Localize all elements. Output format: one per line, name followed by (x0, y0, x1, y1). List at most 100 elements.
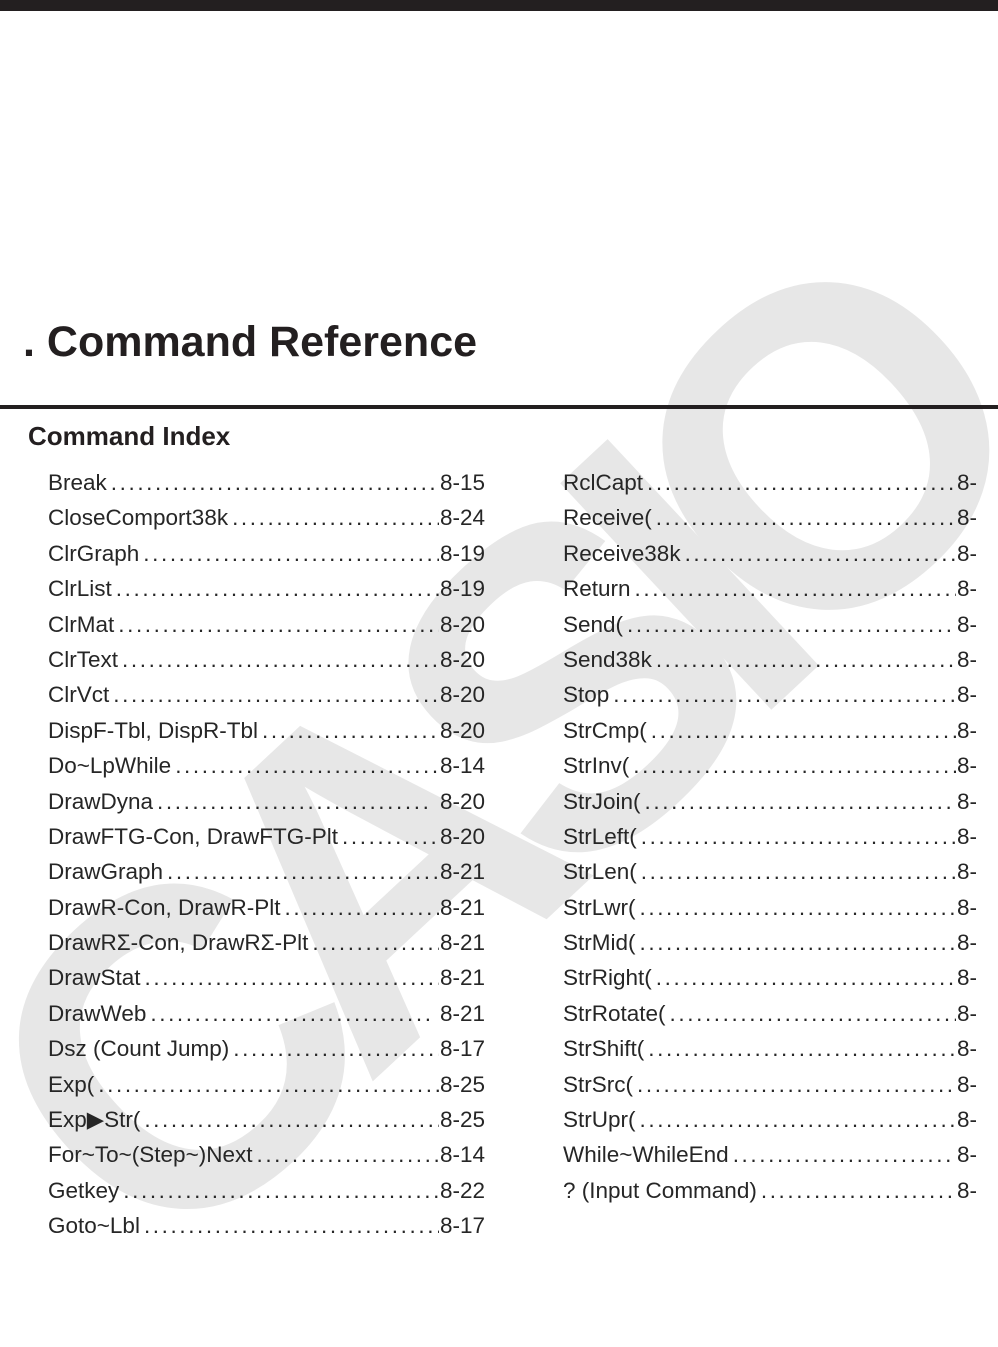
page-number: 8-20 (439, 823, 485, 849)
command-name: Send38k (563, 646, 652, 672)
command-name: Getkey (48, 1177, 120, 1203)
index-entry-row: StrRotate(8- (563, 996, 977, 1031)
page-number: 8- (956, 717, 977, 743)
page-number: 8- (956, 576, 977, 602)
page-title: . Command Reference (23, 318, 478, 366)
index-entry-row: DrawRΣ-Con, DrawRΣ-Plt 8-21 (48, 925, 485, 960)
dot-leader (232, 500, 439, 535)
dot-leader (113, 677, 439, 712)
dot-leader (761, 1173, 956, 1208)
index-entry-row: StrJoin(8- (563, 784, 977, 819)
index-entry-row: Receive(8- (563, 500, 977, 535)
index-entry-row: StrLeft(8- (563, 819, 977, 854)
page-number: 8-20 (439, 611, 485, 637)
page-number: 8-19 (439, 576, 485, 602)
index-entry-row: Break 8-15 (48, 465, 485, 500)
dot-leader (285, 890, 439, 925)
dot-leader (627, 607, 956, 642)
dot-leader (641, 854, 956, 889)
command-name: Return (563, 576, 631, 602)
index-entry-row: Getkey 8-22 (48, 1173, 485, 1208)
command-name: CloseComport38k (48, 505, 229, 531)
page-number: 8- (956, 1000, 977, 1026)
page-number: 8- (956, 1071, 977, 1097)
page-number: 8- (956, 611, 977, 637)
title-divider-rule (0, 405, 998, 409)
page-number: 8- (956, 894, 977, 920)
index-right-column: RclCapt8-Receive(8-Receive38k8-Return8-S… (563, 465, 977, 1208)
command-name: Exp▶Str( (48, 1107, 141, 1133)
dot-leader (233, 1031, 439, 1066)
command-name: Send( (563, 611, 624, 637)
command-name: DrawRΣ-Con, DrawRΣ-Plt (48, 930, 309, 956)
index-left-column: Break 8-15 CloseComport38k 8-24 ClrGraph 8-19… (48, 465, 485, 1244)
dot-leader (312, 925, 439, 960)
page-number: 8-20 (433, 788, 485, 814)
page-number: 8- (956, 1107, 977, 1133)
page-number: 8-17 (439, 1213, 485, 1239)
command-name: ? (Input Command) (563, 1177, 757, 1203)
dot-leader (670, 996, 956, 1031)
index-entry-row: DrawStat 8-21 (48, 960, 485, 995)
index-entry-row: Do~LpWhile 8-14 (48, 748, 485, 783)
dot-leader (144, 1208, 439, 1243)
dot-leader (143, 536, 439, 571)
page-number: 8- (956, 682, 977, 708)
index-entry-row: Return 8- (563, 571, 977, 606)
page-number: 8-14 (439, 753, 485, 779)
dot-leader (256, 1137, 438, 1172)
dot-leader (640, 1102, 956, 1137)
dot-leader (613, 677, 956, 712)
page-number: 8- (956, 965, 977, 991)
index-entry-row: Send( 8- (563, 607, 977, 642)
page-number: 8- (956, 470, 977, 495)
index-entry-row: ClrVct 8-20 (48, 677, 485, 712)
command-name: StrLeft( (563, 823, 637, 849)
page-number: 8- (956, 646, 977, 672)
dot-leader (685, 536, 956, 571)
index-entry-row: StrLen(8- (563, 854, 977, 889)
index-entry-row: For~To~(Step~)Next 8-14 (48, 1137, 485, 1172)
index-entry-row: StrRight( 8- (563, 960, 977, 995)
section-heading: Command Index (28, 421, 231, 451)
dot-leader (656, 960, 956, 995)
index-entry-row: DispF-Tbl, DispR-Tbl 8-20 (48, 713, 485, 748)
dot-leader (118, 607, 439, 642)
command-name: StrLwr( (563, 894, 636, 920)
dot-leader (651, 713, 956, 748)
index-entry-row: Dsz (Count Jump) 8-17 (48, 1031, 485, 1066)
index-entry-row: ClrList 8-19 (48, 571, 485, 606)
page-number: 8- (956, 788, 977, 814)
page-number: 8- (956, 1177, 977, 1203)
dot-leader (175, 748, 439, 783)
page-number: 8-19 (439, 540, 485, 566)
index-entry-row: DrawR-Con, DrawR-Plt 8-21 (48, 890, 485, 925)
command-name: Exp( (48, 1071, 95, 1097)
page-number: 8-25 (439, 1071, 485, 1097)
command-name: StrSrc( (563, 1071, 633, 1097)
command-name: Receive( (563, 505, 652, 531)
dot-leader (656, 642, 956, 677)
command-name: StrRight( (563, 965, 652, 991)
page-number: 8- (956, 540, 977, 566)
dot-leader (342, 819, 439, 854)
index-entry-row: ? (Input Command) 8- (563, 1173, 977, 1208)
dot-leader (733, 1137, 956, 1172)
index-entry-row: DrawWeb 8-21 (48, 996, 485, 1031)
command-name: Break (48, 470, 107, 495)
page-number: 8-20 (439, 682, 485, 708)
command-name: StrLen( (563, 859, 637, 885)
command-name: RclCapt (563, 470, 644, 495)
dot-leader (637, 1067, 956, 1102)
top-border-bar (0, 0, 998, 11)
index-entry-row: ClrText 8-20 (48, 642, 485, 677)
command-name: Goto~Lbl (48, 1213, 140, 1239)
dot-leader (98, 1067, 439, 1102)
dot-leader (144, 1102, 439, 1137)
dot-leader (122, 642, 439, 677)
command-name: ClrList (48, 576, 112, 602)
page-number: 8-17 (439, 1036, 485, 1062)
dot-leader (635, 571, 956, 606)
command-name: ClrMat (48, 611, 115, 637)
index-entry-row: StrSrc( 8- (563, 1067, 977, 1102)
